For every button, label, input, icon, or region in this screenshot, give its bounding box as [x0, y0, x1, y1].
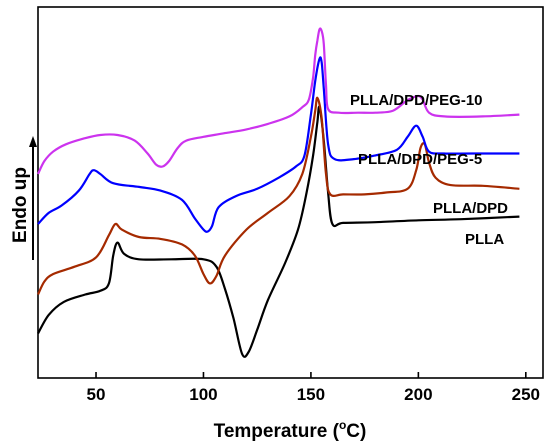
x-tick-label-50: 50 [87, 385, 106, 404]
x-axis-ticks [95, 372, 527, 378]
label-plla-dpd-peg-10: PLLA/DPD/PEG-10 [350, 92, 483, 109]
curves [37, 27, 520, 358]
endo-up-arrow-head [29, 136, 37, 147]
x-tick-label-150: 150 [297, 385, 325, 404]
label-plla-dpd-peg-5: PLLA/DPD/PEG-5 [358, 151, 482, 168]
label-plla-dpd: PLLA/DPD [433, 200, 508, 217]
x-axis-title: Temperature (oC) [214, 418, 367, 442]
series-line-plla-dpd-peg-5 [37, 56, 520, 233]
series-line-plla-dpd-peg-10 [37, 27, 520, 175]
x-tick-label-200: 200 [404, 385, 432, 404]
x-tick-label-250: 250 [512, 385, 540, 404]
label-plla: PLLA [465, 231, 504, 248]
x-tick-label-100: 100 [189, 385, 217, 404]
x-axis-title-main: Temperature ( [214, 421, 340, 442]
x-axis-title-degree: o [339, 418, 346, 432]
x-axis-tick-labels: 50 100 150 200 250 [87, 385, 540, 404]
series-line-plla [37, 105, 520, 358]
x-axis-title-unit: C) [346, 421, 366, 442]
y-axis-title-text: Endo up [10, 167, 31, 243]
plot-frame [37, 6, 544, 379]
series-line-plla-dpd [37, 96, 520, 296]
y-axis-title: Endo up [10, 167, 31, 243]
